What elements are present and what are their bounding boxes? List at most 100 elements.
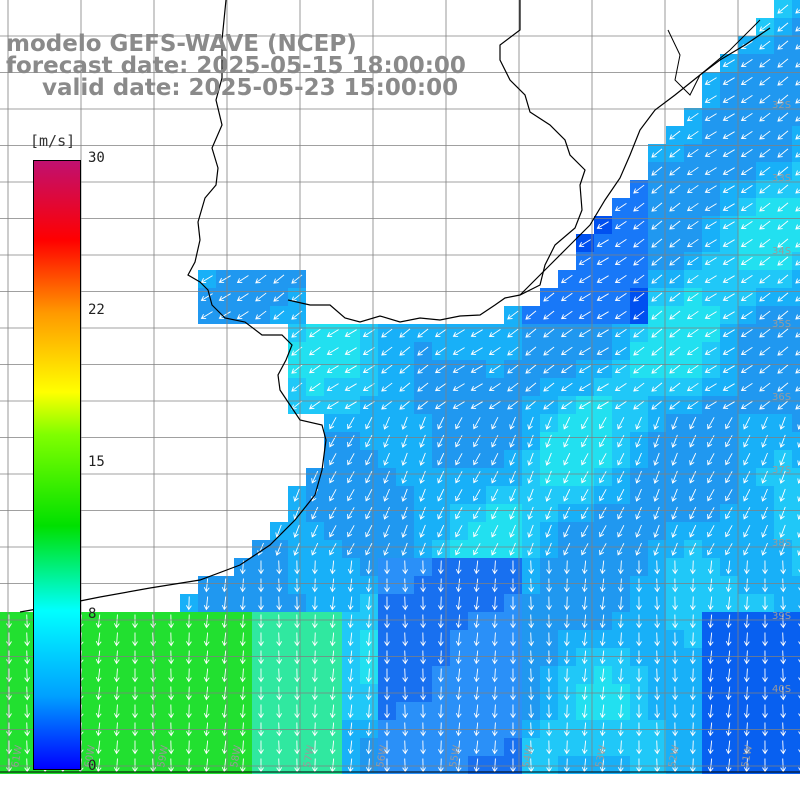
wind-arrow: [218, 311, 231, 319]
wind-arrow: [384, 650, 390, 665]
wind-arrow: [596, 329, 609, 337]
wind-arrow: [743, 650, 750, 665]
wind-arrow: [186, 722, 192, 737]
wind-arrow: [384, 740, 390, 755]
wind-arrow: [704, 221, 717, 229]
wind-arrow: [491, 506, 499, 520]
wind-arrow: [761, 524, 768, 538]
wind-arrow: [777, 346, 789, 356]
wind-arrow: [636, 614, 642, 629]
wind-arrow: [186, 758, 192, 773]
lon-label: 60W: [83, 744, 98, 768]
lat-label: 36S: [772, 392, 791, 403]
wind-arrow: [636, 722, 642, 737]
wind-arrow: [434, 364, 447, 374]
wind-arrow: [725, 704, 732, 719]
wind-cell: [792, 612, 800, 630]
wind-arrow: [795, 116, 800, 122]
wind-arrow: [798, 677, 800, 681]
wind-arrow: [651, 202, 663, 212]
wind-arrow: [762, 632, 768, 647]
wind-arrow: [780, 578, 787, 593]
wind-arrow: [344, 329, 357, 337]
wind-arrow: [798, 749, 800, 753]
wind-arrow: [473, 668, 480, 683]
axis-labels: 61W60W59W58W57W56W55W54W53W52W51W50W32S3…: [10, 100, 791, 769]
wind-arrow: [95, 632, 102, 647]
wind-arrow: [452, 347, 465, 355]
wind-arrow: [762, 704, 768, 719]
wind-arrow: [434, 382, 447, 392]
wind-arrow: [365, 542, 373, 556]
wind-arrow: [704, 203, 717, 211]
wind-arrow: [672, 704, 678, 719]
wind-arrow: [258, 596, 264, 611]
wind-arrow: [669, 202, 681, 212]
wind-cell: [792, 306, 800, 324]
wind-arrow: [491, 704, 498, 719]
wind-arrow: [581, 722, 588, 737]
wind-arrow: [654, 596, 660, 611]
wind-arrow: [581, 704, 588, 719]
wind-arrow: [581, 525, 589, 538]
wind-arrow: [578, 383, 591, 391]
wind-arrow: [762, 668, 768, 683]
wind-arrow: [203, 740, 210, 755]
wind-arrow: [399, 382, 411, 392]
wind-arrow: [795, 350, 800, 356]
wind-arrow: [186, 614, 192, 629]
wind-cell: [792, 558, 800, 576]
wind-arrow: [617, 722, 624, 737]
wind-arrow: [672, 758, 678, 773]
wind-arrow: [384, 704, 390, 719]
wind-arrow: [383, 416, 390, 430]
wind-arrow: [780, 740, 787, 755]
wind-arrow: [239, 578, 246, 593]
wind-arrow: [777, 112, 789, 122]
wind-arrow: [599, 722, 606, 737]
wind-arrow: [651, 382, 663, 392]
wind-arrow: [312, 704, 318, 719]
wind-arrow: [258, 668, 264, 683]
wind-arrow: [633, 400, 645, 410]
wind-arrow: [596, 383, 609, 391]
wind-arrow: [686, 112, 699, 122]
wind-arrow: [596, 275, 609, 283]
wind-arrow: [24, 758, 30, 773]
wind-arrow: [617, 740, 624, 755]
wind-arrow: [777, 148, 789, 158]
wind-arrow: [797, 424, 800, 430]
wind-arrow: [651, 148, 663, 158]
wind-arrow: [560, 400, 573, 410]
wind-arrow: [686, 148, 699, 158]
wind-arrow: [294, 578, 300, 593]
wind-arrow: [743, 560, 750, 575]
wind-arrow: [491, 416, 499, 430]
wind-arrow: [420, 722, 426, 737]
wind-arrow: [402, 632, 408, 647]
wind-arrow: [473, 596, 480, 611]
wind-arrow: [707, 722, 714, 737]
wind-arrow: [455, 740, 462, 755]
wind-cell: [792, 324, 800, 342]
wind-arrow: [722, 59, 735, 67]
wind-arrow: [722, 221, 735, 229]
wind-cell: [792, 36, 800, 54]
wind-arrow: [686, 292, 699, 302]
wind-arrow: [236, 293, 249, 302]
wind-arrow: [545, 542, 552, 556]
wind-cell: [792, 648, 800, 666]
wind-arrow: [203, 722, 210, 737]
wind-arrow: [132, 614, 138, 629]
wind-arrow: [707, 650, 714, 665]
wind-arrow: [525, 346, 537, 356]
wind-arrow: [186, 704, 192, 719]
wind-arrow: [651, 274, 663, 284]
wind-arrow: [509, 470, 516, 484]
wind-arrow: [326, 329, 339, 337]
wind-arrow: [218, 275, 231, 283]
wind-arrow: [329, 596, 336, 611]
wind-arrow: [722, 95, 735, 103]
wind-arrow: [491, 578, 498, 593]
wind-arrow: [329, 614, 336, 629]
